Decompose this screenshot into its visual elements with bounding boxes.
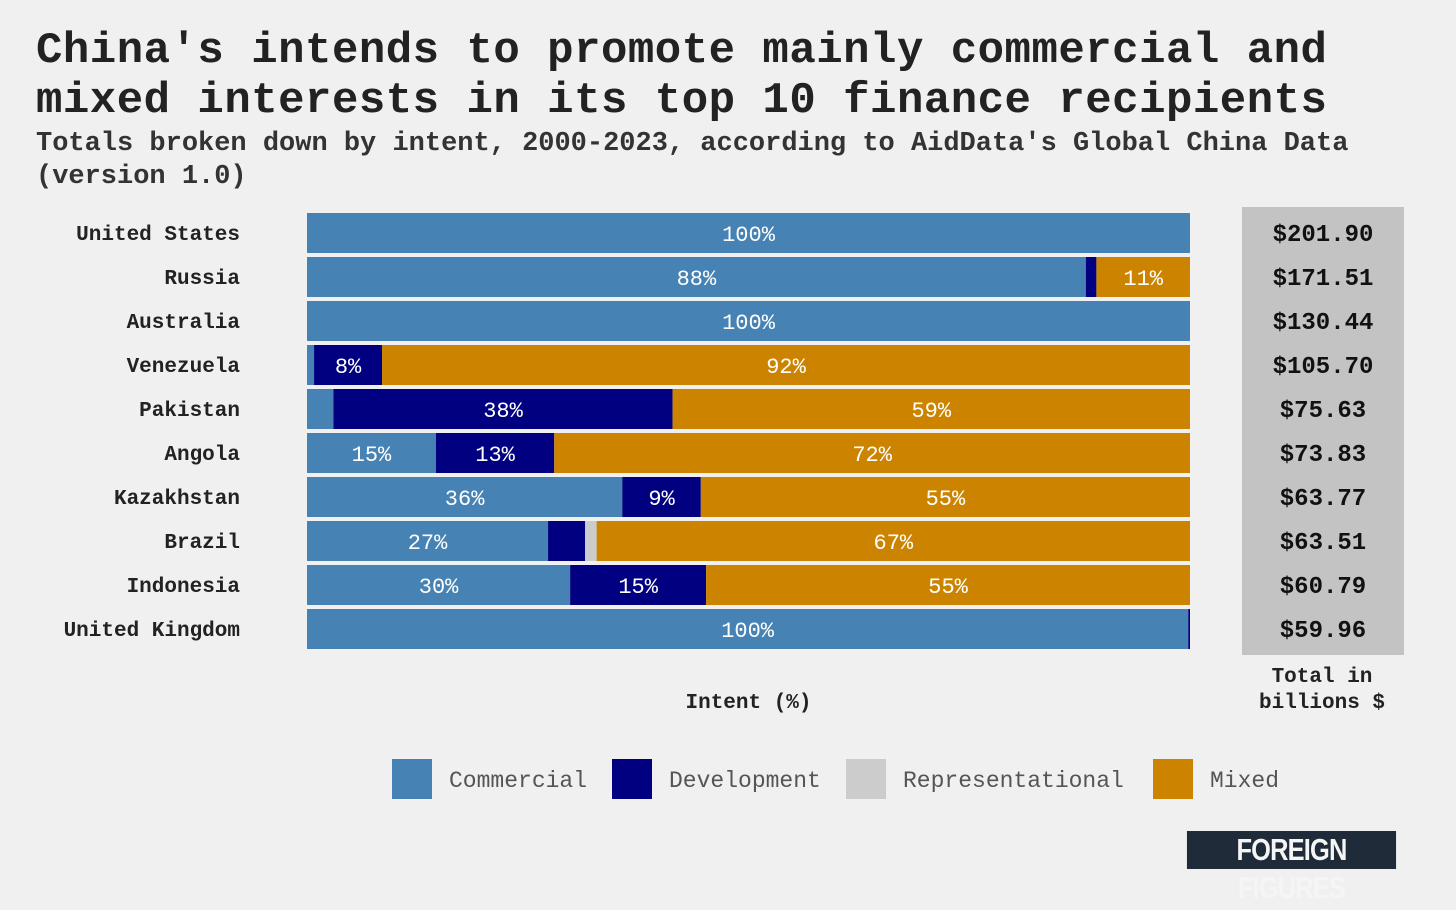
- data-label-russia-commercial: 88%: [677, 267, 717, 292]
- data-label-united-states-commercial: 100%: [722, 223, 776, 248]
- data-label-australia-commercial: 100%: [722, 311, 776, 336]
- chart-title: China's intends to promote mainly commer…: [36, 26, 1328, 126]
- total-australia: $130.44: [1273, 310, 1374, 337]
- bar-angola-commercial: [307, 433, 436, 473]
- bar-brazil-mixed: [596, 521, 1190, 561]
- category-label-united-states: United States: [76, 224, 240, 247]
- total-brazil: $63.51: [1280, 530, 1366, 557]
- category-label-indonesia: Indonesia: [127, 576, 241, 599]
- bar-pakistan-development: [333, 389, 673, 429]
- category-label-angola: Angola: [164, 444, 240, 467]
- bar-angola-mixed: [554, 433, 1190, 473]
- total-indonesia: $60.79: [1280, 574, 1366, 601]
- bar-venezuela-development: [314, 345, 383, 385]
- bar-united-states-commercial: [307, 213, 1190, 253]
- legend-label-commercial: Commercial: [449, 768, 587, 794]
- category-label-pakistan: Pakistan: [139, 400, 240, 423]
- bar-brazil-development: [548, 521, 586, 561]
- total-united-states: $201.90: [1273, 222, 1374, 249]
- data-label-angola-mixed: 72%: [852, 443, 892, 468]
- bar-venezuela-mixed: [382, 345, 1190, 385]
- data-label-kazakhstan-commercial: 36%: [445, 487, 485, 512]
- bar-kazakhstan-development: [622, 477, 701, 517]
- bar-kazakhstan-commercial: [307, 477, 623, 517]
- total-russia: $171.51: [1273, 266, 1374, 293]
- data-label-indonesia-mixed: 55%: [928, 575, 968, 600]
- bar-venezuela-commercial: [307, 345, 315, 385]
- data-label-venezuela-mixed: 92%: [766, 355, 806, 380]
- bar-angola-development: [435, 433, 555, 473]
- totals-panel: [1242, 207, 1404, 655]
- bar-united-kingdom-commercial: [307, 609, 1189, 649]
- data-label-indonesia-development: 15%: [618, 575, 658, 600]
- bar-kazakhstan-mixed: [700, 477, 1190, 517]
- totals-caption-line-1: Total in: [1272, 666, 1373, 689]
- category-label-united-kingdom: United Kingdom: [64, 620, 240, 643]
- data-label-kazakhstan-development: 9%: [648, 487, 675, 512]
- total-pakistan: $75.63: [1280, 398, 1366, 425]
- data-label-russia-mixed: 11%: [1123, 267, 1163, 292]
- bar-russia-mixed: [1096, 257, 1190, 297]
- legend-label-mixed: Mixed: [1210, 768, 1279, 794]
- data-label-pakistan-development: 38%: [483, 399, 523, 424]
- category-label-venezuela: Venezuela: [127, 356, 241, 379]
- foreign-figures-logo: FOREIGN FIGURES: [1186, 831, 1397, 905]
- data-label-brazil-mixed: 67%: [874, 531, 914, 556]
- bar-australia-commercial: [307, 301, 1190, 341]
- bar-russia-development: [1085, 257, 1097, 297]
- data-label-united-kingdom-commercial: 100%: [721, 619, 775, 644]
- legend-swatch-commercial: [392, 759, 432, 799]
- total-united-kingdom: $59.96: [1280, 618, 1366, 645]
- bar-brazil-representational: [585, 521, 597, 561]
- data-label-angola-development: 13%: [475, 443, 515, 468]
- category-label-brazil: Brazil: [164, 532, 240, 555]
- legend-swatch-development: [612, 759, 652, 799]
- data-label-indonesia-commercial: 30%: [419, 575, 459, 600]
- bar-pakistan-commercial: [307, 389, 334, 429]
- bar-united-kingdom-development: [1188, 609, 1190, 649]
- data-label-venezuela-development: 8%: [335, 355, 362, 380]
- legend-swatch-representational: [846, 759, 886, 799]
- category-label-australia: Australia: [127, 312, 241, 335]
- category-label-kazakhstan: Kazakhstan: [114, 488, 240, 511]
- bar-russia-commercial: [307, 257, 1086, 297]
- legend-label-representational: Representational: [903, 768, 1124, 794]
- x-axis-title: Intent (%): [685, 692, 811, 715]
- category-label-russia: Russia: [164, 268, 240, 291]
- bar-indonesia-commercial: [307, 565, 571, 605]
- bar-indonesia-mixed: [706, 565, 1190, 605]
- legend-label-development: Development: [669, 768, 821, 794]
- totals-caption-line-2: billions $: [1259, 692, 1385, 715]
- total-kazakhstan: $63.77: [1280, 486, 1366, 513]
- data-label-pakistan-mixed: 59%: [911, 399, 951, 424]
- chart-subtitle: Totals broken down by intent, 2000-2023,…: [36, 129, 1349, 192]
- legend-swatch-mixed: [1153, 759, 1193, 799]
- bar-pakistan-mixed: [672, 389, 1190, 429]
- bar-indonesia-development: [570, 565, 707, 605]
- data-label-brazil-commercial: 27%: [408, 531, 448, 556]
- total-venezuela: $105.70: [1273, 354, 1374, 381]
- bar-brazil-commercial: [307, 521, 549, 561]
- total-angola: $73.83: [1280, 442, 1366, 469]
- data-label-angola-commercial: 15%: [352, 443, 392, 468]
- data-label-kazakhstan-mixed: 55%: [926, 487, 966, 512]
